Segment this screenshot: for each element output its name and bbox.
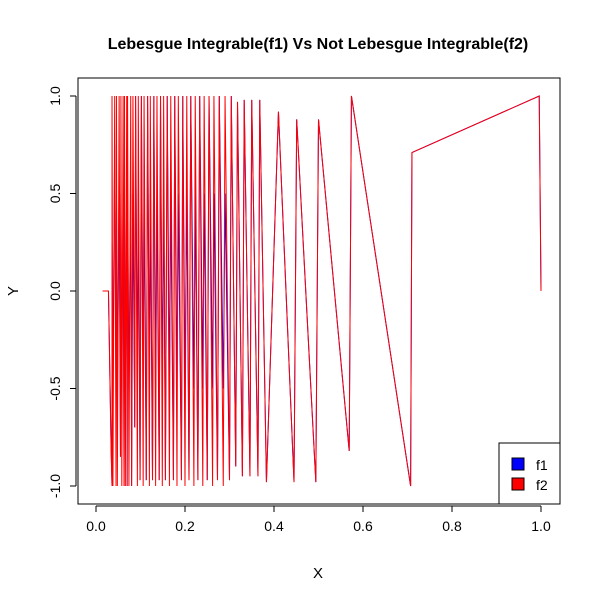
- y-tick-label: -1.0: [47, 474, 63, 498]
- plot-frame: [77, 77, 561, 505]
- series-layer: [102, 95, 542, 487]
- x-tick-label: 0.0: [86, 518, 106, 534]
- y-axis-label: Y: [5, 286, 22, 296]
- legend-box: [498, 442, 561, 505]
- series-line-f2: [102, 95, 542, 487]
- x-tick-label: 0.2: [175, 518, 195, 534]
- x-tick-label: 0.8: [442, 518, 462, 534]
- legend: f1 f2: [498, 442, 561, 505]
- x-tick-label: 0.6: [353, 518, 373, 534]
- x-axis-label: X: [313, 565, 323, 582]
- x-tick-label: 0.4: [264, 518, 284, 534]
- y-tick-label: 0.0: [47, 281, 63, 301]
- legend-label-f1: f1: [536, 457, 548, 473]
- chart-title: Lebesgue Integrable(f1) Vs Not Lebesgue …: [108, 36, 529, 53]
- x-axis: 0.0 0.2 0.4 0.6 0.8 1.0: [86, 505, 551, 534]
- y-tick-label: 1.0: [47, 86, 63, 106]
- legend-swatch-f2: [511, 477, 525, 491]
- y-axis: -1.0 -0.5 0.0 0.5 1.0: [47, 86, 77, 498]
- y-tick-label: 0.5: [47, 184, 63, 204]
- legend-label-f2: f2: [536, 477, 548, 493]
- legend-swatch-f1: [511, 457, 525, 471]
- y-tick-label: -0.5: [47, 376, 63, 400]
- x-tick-label: 1.0: [531, 518, 551, 534]
